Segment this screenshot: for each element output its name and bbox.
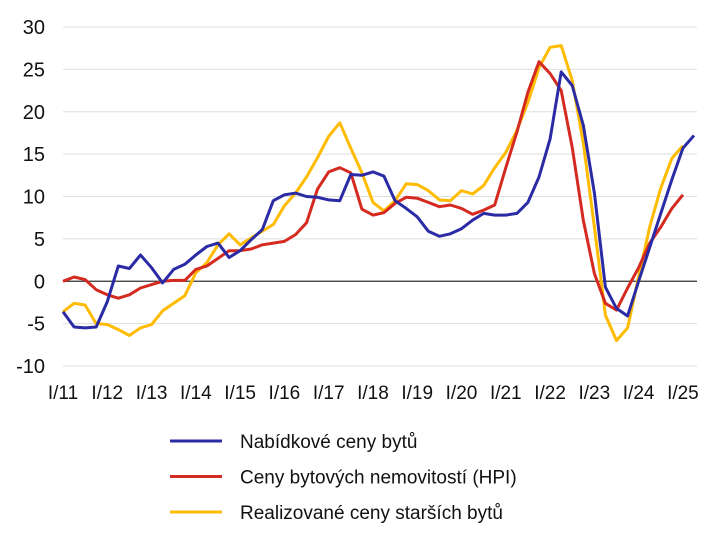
x-tick-label: I/18 (357, 383, 389, 404)
x-tick-label: I/25 (667, 383, 699, 404)
legend-item: Ceny bytových nemovitostí (HPI) (170, 468, 517, 489)
legend-label: Nabídkové ceny bytů (240, 432, 417, 453)
y-tick-label: 15 (23, 144, 45, 166)
x-tick-label: I/20 (446, 383, 478, 404)
x-tick-label: I/11 (48, 383, 78, 404)
x-tick-label: I/12 (91, 383, 123, 404)
y-tick-label: -10 (16, 356, 45, 378)
y-tick-label: -5 (27, 314, 45, 336)
series-line (61, 70, 696, 330)
legend-label: Realizované ceny starších bytů (240, 503, 503, 524)
series-line (62, 44, 685, 343)
x-tick-label: I/14 (180, 383, 212, 404)
y-tick-label: 10 (23, 187, 45, 209)
y-tick-label: 30 (23, 17, 45, 39)
legend-label: Ceny bytových nemovitostí (HPI) (240, 468, 517, 489)
legend-item: Nabídkové ceny bytů (170, 432, 417, 453)
x-tick-label: I/16 (269, 383, 301, 404)
legend-item: Realizované ceny starších bytů (170, 503, 503, 524)
x-tick-label: I/23 (579, 383, 611, 404)
y-tick-label: 20 (23, 102, 45, 124)
legend: Nabídkové ceny bytů Ceny bytových nemovit… (170, 432, 517, 524)
x-tick-label: I/13 (136, 383, 168, 404)
series-1 (62, 60, 685, 312)
series-2 (62, 44, 685, 343)
series-lines (61, 44, 696, 343)
x-tick-label: I/15 (224, 383, 256, 404)
x-tick-label: I/17 (313, 383, 345, 404)
x-tick-label: I/21 (490, 383, 522, 404)
series-0 (61, 70, 696, 330)
x-tick-label: I/19 (401, 383, 433, 404)
y-tick-label: 0 (34, 271, 45, 293)
x-tick-label: I/22 (534, 383, 566, 404)
y-axis-ticks: -10 -5 0 5 10 15 20 25 30 (16, 17, 45, 378)
x-axis-ticks: I/11 I/12 I/13 I/14 I/15 I/16 I/17 I/18 I/19 I/20… (48, 383, 699, 404)
x-tick-label: I/24 (623, 383, 655, 404)
y-tick-label: 25 (23, 59, 45, 81)
y-tick-label: 5 (34, 229, 45, 251)
